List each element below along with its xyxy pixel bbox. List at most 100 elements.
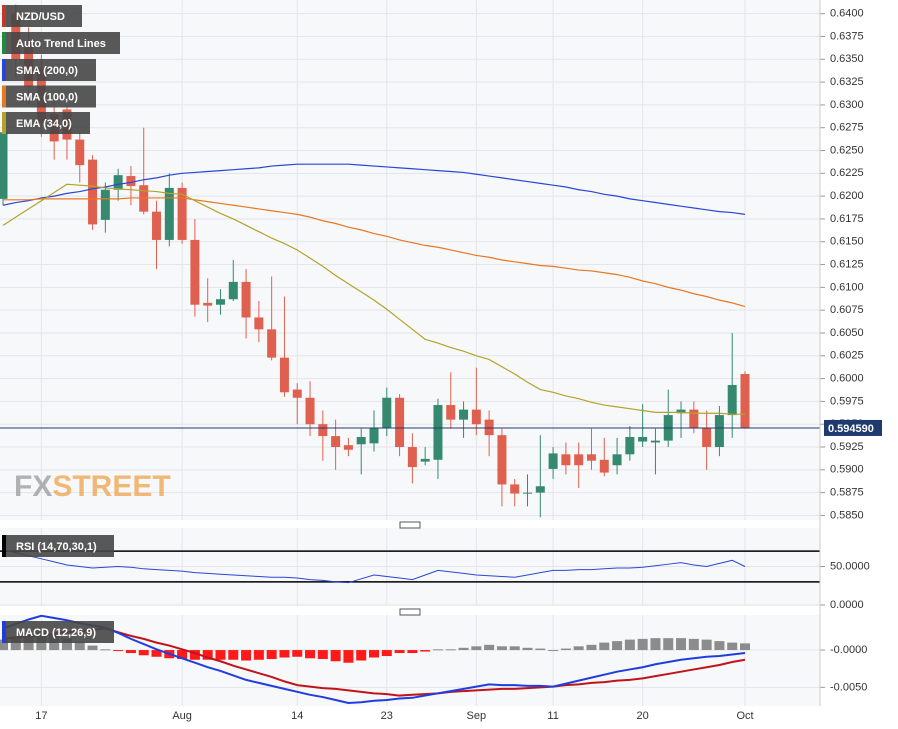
macd-histogram-bar <box>266 650 277 660</box>
legend-box[interactable] <box>2 32 120 54</box>
macd-histogram-bar <box>548 650 559 652</box>
candle-body <box>510 484 520 494</box>
candle-body <box>625 436 635 455</box>
legend-swatch <box>2 59 6 81</box>
macd-histogram-bar <box>727 642 738 651</box>
macd-histogram-bar <box>586 644 597 651</box>
candle-body <box>279 357 289 393</box>
candle-body <box>689 409 699 428</box>
legend-box[interactable] <box>2 112 90 134</box>
candle-body <box>714 415 724 448</box>
y-tick-label: 0.6225 <box>830 167 864 179</box>
y-tick-label: -0.0000 <box>830 644 867 656</box>
x-tick-label: 14 <box>291 710 303 722</box>
macd-histogram-bar <box>650 638 661 651</box>
candle-body <box>164 187 174 240</box>
y-tick-label: 0.6275 <box>830 122 864 134</box>
candle-body <box>254 317 264 330</box>
macd-histogram-bar <box>624 639 635 651</box>
macd-histogram-bar <box>407 650 418 654</box>
candle-body <box>650 440 660 443</box>
watermark-right: STREET <box>52 470 170 503</box>
resize-handle[interactable] <box>399 608 421 616</box>
marks <box>0 4 820 705</box>
x-tick-label: 11 <box>547 710 558 722</box>
x-tick-label: 23 <box>381 710 393 722</box>
macd-histogram-bar <box>87 645 98 651</box>
macd-histogram-bar <box>458 647 469 651</box>
y-tick-label: 0.6200 <box>830 190 864 202</box>
macd-histogram-bar <box>522 647 533 651</box>
candle-body <box>126 176 136 187</box>
candle-body <box>267 329 277 358</box>
macd-histogram-bar <box>138 650 149 656</box>
y-tick-label: 0.6300 <box>830 99 864 111</box>
overlay-line <box>3 197 746 308</box>
legend-label: SMA (100,0) <box>16 91 78 103</box>
macd-histogram-bar <box>10 636 21 651</box>
macd-histogram-bar <box>61 638 72 651</box>
legend-label: MACD (12,26,9) <box>16 627 96 639</box>
candle-body <box>459 409 469 420</box>
y-tick-label: 0.6150 <box>830 236 864 248</box>
last-price-box <box>824 419 882 436</box>
macd-histogram-bar <box>100 649 111 651</box>
macd-histogram-bar <box>215 650 226 660</box>
y-tick-label: 0.5875 <box>830 487 864 499</box>
legend-box[interactable] <box>2 535 114 557</box>
macd-histogram-bar <box>471 646 482 651</box>
legend-box[interactable] <box>2 5 82 27</box>
macd-histogram-bar <box>560 648 571 651</box>
candle-body <box>395 397 405 448</box>
macd-histogram-bar <box>573 646 584 651</box>
y-tick-label: 0.5975 <box>830 395 864 407</box>
x-tick-label: 17 <box>35 710 47 722</box>
legend-box[interactable] <box>2 621 114 643</box>
macd-histogram-bar <box>330 650 341 662</box>
macd-histogram-bar <box>228 650 239 660</box>
watermark-fx: FXSTREET <box>14 470 171 503</box>
candle-body <box>484 419 494 436</box>
y-tick-label: 0.5925 <box>830 441 864 453</box>
legend-box[interactable] <box>2 59 96 81</box>
macd-histogram-bar <box>740 643 750 651</box>
y-tick-label: 0.5850 <box>830 509 864 521</box>
macd-histogram-bar <box>177 650 188 660</box>
legend-label: Auto Trend Lines <box>16 38 106 50</box>
macd-histogram-bar <box>305 650 316 659</box>
macd-histogram-bar <box>74 641 85 651</box>
candle-body <box>369 427 379 444</box>
candle-body <box>407 447 417 468</box>
legend-swatch <box>2 112 6 134</box>
y-tick-label: 0.6050 <box>830 327 864 339</box>
y-tick-label: 0.6075 <box>830 304 864 316</box>
legend: NZD/USD Auto Trend Lines SMA (200,0) SMA (1… <box>2 5 120 643</box>
macd-histogram-bar <box>113 650 124 652</box>
macd-histogram-bar <box>279 650 290 658</box>
candle-body <box>305 397 315 425</box>
candle-body <box>740 374 750 428</box>
x-tick-label: Aug <box>172 710 192 722</box>
candle-body <box>382 397 392 428</box>
candle-body <box>203 302 213 306</box>
resize-handle[interactable] <box>399 521 421 529</box>
candle-body <box>100 189 110 220</box>
legend-box[interactable] <box>2 85 96 108</box>
x-tick-label: Sep <box>467 710 487 722</box>
legend-swatch <box>2 5 6 27</box>
candle-body <box>318 424 328 437</box>
candle-body <box>561 454 571 466</box>
candle-body <box>523 492 533 494</box>
candle-body <box>88 159 98 225</box>
watermark: FXSTREET <box>14 470 171 503</box>
macd-histogram-bar <box>509 646 520 651</box>
candle-body <box>215 299 225 305</box>
candle-body <box>574 454 584 466</box>
macd-panel <box>0 615 820 706</box>
y-tick-label: 0.6025 <box>830 350 864 362</box>
candle-body <box>433 405 443 460</box>
legend-label: RSI (14,70,30,1) <box>16 541 97 553</box>
macd-histogram-bar <box>484 644 495 651</box>
y-tick-label: 0.6125 <box>830 258 864 270</box>
y-tick-label: 0.6375 <box>830 30 864 42</box>
